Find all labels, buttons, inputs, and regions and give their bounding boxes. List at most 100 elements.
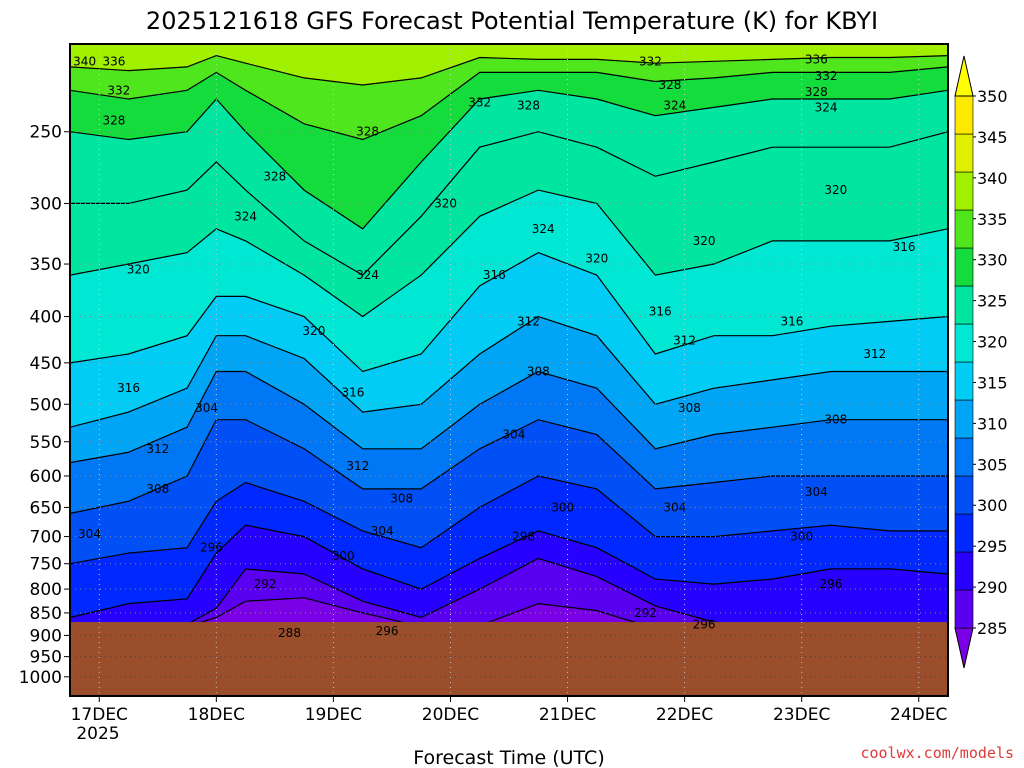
- isentrope-line: [70, 315, 948, 428]
- x-tick-label: 22DEC: [656, 705, 713, 725]
- colorbar-segment: [954, 95, 974, 135]
- contour-label: 298: [512, 530, 535, 544]
- surface-terrain: [70, 622, 948, 696]
- colorbar-segment: [954, 589, 974, 629]
- contour-label: 304: [195, 401, 218, 415]
- y-tick-label: 650: [30, 498, 62, 518]
- credit-text: coolwx.com/models: [860, 744, 1014, 762]
- contour-label: 336: [805, 52, 828, 66]
- colorbar-tick-label: 290: [977, 578, 1008, 597]
- contour-label: 296: [376, 624, 399, 638]
- grid-lines: [70, 44, 948, 696]
- y-tick-label: 750: [30, 555, 62, 575]
- contour-label: 332: [468, 95, 491, 109]
- contour-label: 308: [678, 401, 701, 415]
- colorbar-segment: [954, 285, 974, 325]
- y-tick-label: 700: [30, 528, 62, 548]
- y-tick-label: 500: [30, 395, 62, 415]
- contour-label: 316: [117, 381, 140, 395]
- x-tick-label: 20DEC: [422, 705, 479, 725]
- contour-label: 328: [517, 99, 540, 113]
- contour-label: 304: [502, 428, 525, 442]
- colorbar-tick-label: 310: [977, 414, 1008, 433]
- y-tick-label: 450: [30, 354, 62, 374]
- colorbar-segment: [954, 247, 974, 287]
- contour-label: 320: [824, 183, 847, 197]
- contour-label: 312: [146, 442, 169, 456]
- contour-label: 296: [200, 541, 223, 555]
- contour-label: 304: [805, 485, 828, 499]
- colorbar-tick-label: 330: [977, 251, 1008, 270]
- isentrope-line: [70, 524, 948, 619]
- contour-label: 304: [371, 524, 394, 538]
- contour-label: 316: [780, 314, 803, 328]
- colorbar-segment: [954, 171, 974, 211]
- isentrope-line: [70, 66, 948, 141]
- contour-label: 308: [146, 482, 169, 496]
- y-tick-label: 300: [30, 194, 62, 214]
- isentrope-line: [70, 189, 948, 318]
- contour-label: 320: [693, 234, 716, 248]
- contour-label: 296: [693, 617, 716, 631]
- contour-label: 312: [517, 314, 540, 328]
- contour-label: 308: [824, 413, 847, 427]
- colorbar-segment: [954, 399, 974, 439]
- contour-label: 308: [390, 491, 413, 505]
- colorbar-tip-low: [954, 627, 974, 669]
- contour-label: 332: [107, 83, 130, 97]
- contour-label: 300: [551, 500, 574, 514]
- contour-label: 304: [78, 527, 101, 541]
- isentrope-line: [70, 419, 948, 514]
- colorbar-segment: [954, 323, 974, 363]
- colorbar-segment: [954, 209, 974, 249]
- contour-label: 320: [302, 324, 325, 338]
- colorbar-tick-label: 305: [977, 455, 1008, 474]
- isentrope-line: [70, 251, 948, 373]
- colorbar-tick-label: 325: [977, 292, 1008, 311]
- colorbar-segment: [954, 475, 974, 515]
- y-tick-label: 850: [30, 604, 62, 624]
- isentrope-line: [70, 370, 948, 464]
- contour-label: 324: [815, 100, 838, 114]
- colorbar-tick-label: 315: [977, 373, 1008, 392]
- contour-label: 328: [356, 125, 379, 139]
- y-tick-label: 400: [30, 308, 62, 328]
- contour-label: 332: [815, 69, 838, 83]
- colorbar-segment: [954, 133, 974, 173]
- colorbar-tick-label: 340: [977, 169, 1008, 188]
- x-axis-year-label: 2025: [76, 724, 119, 744]
- colorbar-segment: [954, 361, 974, 401]
- isentrope-line: [70, 475, 948, 565]
- contour-label: 320: [434, 196, 457, 210]
- x-tick-label: 18DEC: [188, 705, 245, 725]
- y-axis-ticks: 2503003504004505005506006507007508008509…: [19, 123, 70, 688]
- contour-label: 292: [254, 577, 277, 591]
- x-tick-label: 17DEC: [71, 705, 128, 725]
- contour-label: 292: [634, 606, 657, 620]
- filled-contours: [70, 44, 948, 696]
- chart-title: 2025121618 GFS Forecast Potential Temper…: [146, 7, 878, 35]
- x-tick-label: 21DEC: [539, 705, 596, 725]
- colorbar-segment: [954, 437, 974, 477]
- isentrope-line: [70, 54, 948, 86]
- colorbar-tip-high: [954, 55, 974, 97]
- isentrope-line: [70, 89, 948, 230]
- contour-label: 316: [483, 268, 506, 282]
- y-tick-label: 800: [30, 580, 62, 600]
- plot-frame: [69, 43, 949, 697]
- colorbar-tick-label: 345: [977, 128, 1008, 147]
- y-tick-label: 900: [30, 626, 62, 646]
- y-tick-label: 600: [30, 467, 62, 487]
- contour-label: 312: [673, 333, 696, 347]
- contour-label: 328: [263, 169, 286, 183]
- colorbar-tick-label: 335: [977, 210, 1008, 229]
- contour-label: 324: [234, 209, 257, 223]
- colorbar-tick-label: 350: [977, 87, 1008, 106]
- y-tick-label: 550: [30, 433, 62, 453]
- contour-label: 316: [649, 305, 672, 319]
- y-tick-label: 950: [30, 648, 62, 668]
- contour-label: 312: [863, 347, 886, 361]
- x-tick-label: 24DEC: [890, 705, 947, 725]
